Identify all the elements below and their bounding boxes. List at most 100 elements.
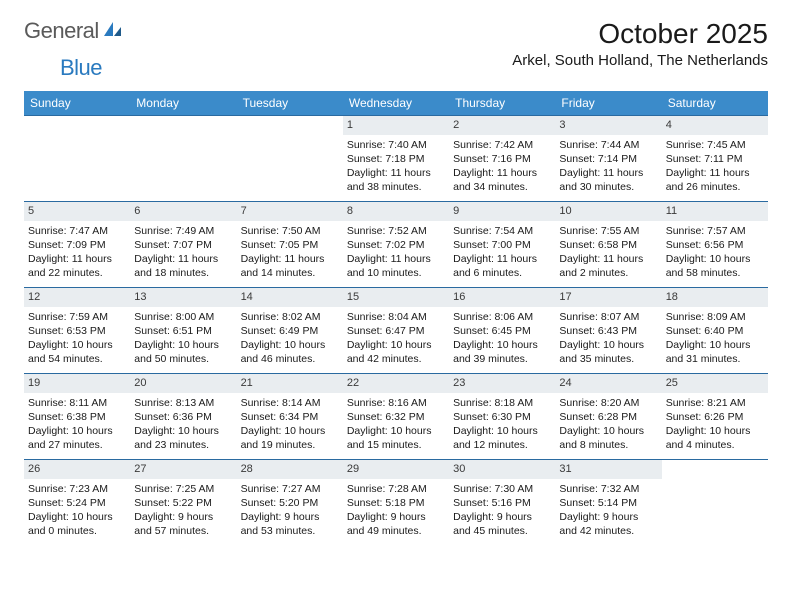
daylight2-text: and 0 minutes. [28,524,126,538]
logo-word2: Blue [60,55,102,81]
day-number: 4 [662,116,768,135]
sunset-text: Sunset: 5:18 PM [347,496,445,510]
day-number: 16 [449,288,555,307]
daylight1-text: Daylight: 11 hours [241,252,339,266]
sunrise-text: Sunrise: 8:13 AM [134,396,232,410]
daylight1-text: Daylight: 11 hours [453,166,551,180]
calendar-cell: 9Sunrise: 7:54 AMSunset: 7:00 PMDaylight… [449,202,555,288]
daylight1-text: Daylight: 11 hours [347,166,445,180]
daylight1-text: Daylight: 9 hours [559,510,657,524]
weekday-header: Friday [555,91,661,116]
daylight2-text: and 26 minutes. [666,180,764,194]
sunset-text: Sunset: 7:18 PM [347,152,445,166]
calendar-cell: 26Sunrise: 7:23 AMSunset: 5:24 PMDayligh… [24,460,130,546]
daylight1-text: Daylight: 11 hours [559,166,657,180]
sunset-text: Sunset: 6:53 PM [28,324,126,338]
sunrise-text: Sunrise: 7:28 AM [347,482,445,496]
day-number: 17 [555,288,661,307]
daylight2-text: and 18 minutes. [134,266,232,280]
day-number: 28 [237,460,343,479]
sunset-text: Sunset: 7:00 PM [453,238,551,252]
day-number: 2 [449,116,555,135]
day-number: 21 [237,374,343,393]
sunrise-text: Sunrise: 8:02 AM [241,310,339,324]
daylight1-text: Daylight: 10 hours [559,338,657,352]
calendar-cell: 29Sunrise: 7:28 AMSunset: 5:18 PMDayligh… [343,460,449,546]
sunrise-text: Sunrise: 7:40 AM [347,138,445,152]
calendar-cell: 21Sunrise: 8:14 AMSunset: 6:34 PMDayligh… [237,374,343,460]
calendar-row: 12Sunrise: 7:59 AMSunset: 6:53 PMDayligh… [24,288,768,374]
sunrise-text: Sunrise: 7:45 AM [666,138,764,152]
daylight2-text: and 39 minutes. [453,352,551,366]
weekday-header: Thursday [449,91,555,116]
calendar-cell: 15Sunrise: 8:04 AMSunset: 6:47 PMDayligh… [343,288,449,374]
sunrise-text: Sunrise: 8:18 AM [453,396,551,410]
weekday-header: Sunday [24,91,130,116]
sunrise-text: Sunrise: 8:14 AM [241,396,339,410]
daylight1-text: Daylight: 11 hours [559,252,657,266]
day-number: 1 [343,116,449,135]
sunset-text: Sunset: 6:32 PM [347,410,445,424]
day-number: 14 [237,288,343,307]
calendar-cell: 7Sunrise: 7:50 AMSunset: 7:05 PMDaylight… [237,202,343,288]
weekday-header: Wednesday [343,91,449,116]
calendar-cell: 4Sunrise: 7:45 AMSunset: 7:11 PMDaylight… [662,116,768,202]
daylight1-text: Daylight: 10 hours [134,424,232,438]
sunrise-text: Sunrise: 7:25 AM [134,482,232,496]
calendar-cell: 13Sunrise: 8:00 AMSunset: 6:51 PMDayligh… [130,288,236,374]
daylight2-text: and 53 minutes. [241,524,339,538]
daylight2-text: and 10 minutes. [347,266,445,280]
daylight1-text: Daylight: 10 hours [666,252,764,266]
sunrise-text: Sunrise: 8:00 AM [134,310,232,324]
day-number: 20 [130,374,236,393]
daylight2-text: and 38 minutes. [347,180,445,194]
sunset-text: Sunset: 6:43 PM [559,324,657,338]
weekday-header: Saturday [662,91,768,116]
daylight2-text: and 45 minutes. [453,524,551,538]
daylight1-text: Daylight: 9 hours [134,510,232,524]
day-number: 8 [343,202,449,221]
daylight1-text: Daylight: 10 hours [28,338,126,352]
daylight1-text: Daylight: 10 hours [28,510,126,524]
daylight1-text: Daylight: 10 hours [241,424,339,438]
daylight2-text: and 12 minutes. [453,438,551,452]
daylight2-text: and 19 minutes. [241,438,339,452]
daylight1-text: Daylight: 10 hours [453,424,551,438]
sunrise-text: Sunrise: 7:30 AM [453,482,551,496]
sunset-text: Sunset: 7:11 PM [666,152,764,166]
calendar-row: 5Sunrise: 7:47 AMSunset: 7:09 PMDaylight… [24,202,768,288]
daylight2-text: and 31 minutes. [666,352,764,366]
daylight1-text: Daylight: 9 hours [241,510,339,524]
daylight1-text: Daylight: 9 hours [453,510,551,524]
sunrise-text: Sunrise: 7:50 AM [241,224,339,238]
day-number: 27 [130,460,236,479]
daylight2-text: and 54 minutes. [28,352,126,366]
sunset-text: Sunset: 6:36 PM [134,410,232,424]
sunrise-text: Sunrise: 7:44 AM [559,138,657,152]
sunset-text: Sunset: 6:47 PM [347,324,445,338]
sunset-text: Sunset: 5:16 PM [453,496,551,510]
calendar-row: 19Sunrise: 8:11 AMSunset: 6:38 PMDayligh… [24,374,768,460]
daylight1-text: Daylight: 11 hours [28,252,126,266]
calendar-cell: 31Sunrise: 7:32 AMSunset: 5:14 PMDayligh… [555,460,661,546]
calendar-cell: 25Sunrise: 8:21 AMSunset: 6:26 PMDayligh… [662,374,768,460]
sunrise-text: Sunrise: 7:57 AM [666,224,764,238]
title-block: October 2025 Arkel, South Holland, The N… [512,18,768,69]
calendar-cell [24,116,130,202]
calendar-cell: 18Sunrise: 8:09 AMSunset: 6:40 PMDayligh… [662,288,768,374]
daylight1-text: Daylight: 10 hours [666,424,764,438]
month-title: October 2025 [512,18,768,50]
location: Arkel, South Holland, The Netherlands [512,52,768,69]
daylight1-text: Daylight: 10 hours [347,424,445,438]
sunrise-text: Sunrise: 8:06 AM [453,310,551,324]
sunset-text: Sunset: 6:40 PM [666,324,764,338]
sunset-text: Sunset: 7:02 PM [347,238,445,252]
sunset-text: Sunset: 5:14 PM [559,496,657,510]
sunset-text: Sunset: 5:20 PM [241,496,339,510]
daylight1-text: Daylight: 11 hours [453,252,551,266]
calendar-cell: 6Sunrise: 7:49 AMSunset: 7:07 PMDaylight… [130,202,236,288]
daylight1-text: Daylight: 9 hours [347,510,445,524]
weekday-header: Monday [130,91,236,116]
sunset-text: Sunset: 5:22 PM [134,496,232,510]
daylight1-text: Daylight: 10 hours [453,338,551,352]
